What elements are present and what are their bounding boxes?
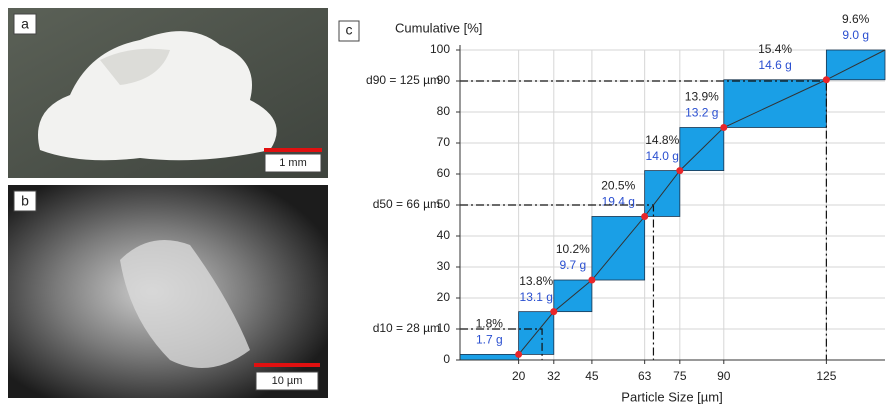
cumulative-point bbox=[822, 76, 830, 84]
x-tick-label: 125 bbox=[816, 369, 836, 383]
label-box bbox=[13, 190, 37, 212]
panel-label: b bbox=[21, 193, 29, 209]
d-line bbox=[460, 328, 543, 360]
powder bbox=[38, 31, 277, 161]
y-tick-label: 80 bbox=[437, 104, 451, 118]
value-label: 15.4% bbox=[758, 42, 792, 56]
cumulative-point bbox=[588, 276, 596, 284]
y-tick-label: 30 bbox=[437, 259, 451, 273]
scale-text: 1 mm bbox=[279, 157, 307, 169]
y-tick-label: 40 bbox=[437, 228, 451, 242]
d-label: d90 = 125 µm bbox=[366, 73, 440, 87]
panel-label: a bbox=[21, 16, 29, 32]
mass-label: 13.1 g bbox=[520, 290, 553, 304]
cumulative-point bbox=[720, 124, 728, 131]
scale-text: 10 µm bbox=[272, 375, 303, 387]
x-tick-label: 20 bbox=[512, 369, 526, 383]
y-tick-label: 50 bbox=[437, 197, 451, 211]
x-tick-label: 75 bbox=[673, 369, 687, 383]
cumulative-point bbox=[515, 350, 523, 358]
y-tick-label: 90 bbox=[437, 73, 451, 87]
crystal bbox=[120, 240, 250, 368]
d-label: d50 = 66 µm bbox=[373, 197, 440, 211]
label-box bbox=[338, 20, 360, 42]
value-label: 20.5% bbox=[601, 179, 635, 193]
d-label: d10 = 28 µm bbox=[373, 321, 440, 335]
cumulative-point bbox=[676, 167, 684, 175]
y-tick-label: 0 bbox=[443, 352, 450, 366]
value-label: 13.9% bbox=[685, 90, 719, 104]
y-axis-title: Cumulative [%] bbox=[395, 20, 482, 35]
x-tick-label: 63 bbox=[638, 369, 652, 383]
x-axis-title: Particle Size [µm] bbox=[621, 389, 722, 404]
scale-box bbox=[255, 371, 319, 391]
y-tick-label: 20 bbox=[437, 290, 451, 304]
label-box bbox=[13, 13, 37, 35]
value-label: 13.8% bbox=[519, 274, 553, 288]
y-tick-label: 100 bbox=[430, 42, 450, 56]
mass-label: 14.6 g bbox=[758, 58, 791, 72]
scale-box bbox=[264, 153, 322, 173]
panel-label: c bbox=[346, 22, 353, 38]
mass-label: 9.7 g bbox=[559, 258, 586, 272]
value-label: 10.2% bbox=[556, 242, 590, 256]
y-tick-label: 10 bbox=[437, 321, 451, 335]
x-tick-label: 32 bbox=[547, 369, 561, 383]
mass-label: 13.2 g bbox=[685, 106, 718, 120]
value-label: 14.8% bbox=[645, 133, 679, 147]
x-tick-label: 45 bbox=[585, 369, 599, 383]
cumulative-point bbox=[550, 308, 558, 316]
cumulative-point bbox=[641, 212, 649, 220]
value-label: 1.8% bbox=[476, 317, 504, 331]
bar bbox=[459, 354, 520, 361]
mass-label: 14.0 g bbox=[646, 149, 679, 163]
mass-label: 19.4 g bbox=[602, 195, 635, 209]
mass-label: 9.0 g bbox=[842, 28, 869, 42]
value-label: 9.6% bbox=[842, 12, 870, 26]
mass-label: 1.7 g bbox=[476, 333, 503, 347]
cumulative-line bbox=[518, 49, 886, 355]
y-tick-label: 60 bbox=[437, 166, 451, 180]
powder-shade bbox=[100, 48, 170, 85]
y-tick-label: 70 bbox=[437, 135, 451, 149]
x-tick-label: 90 bbox=[717, 369, 731, 383]
